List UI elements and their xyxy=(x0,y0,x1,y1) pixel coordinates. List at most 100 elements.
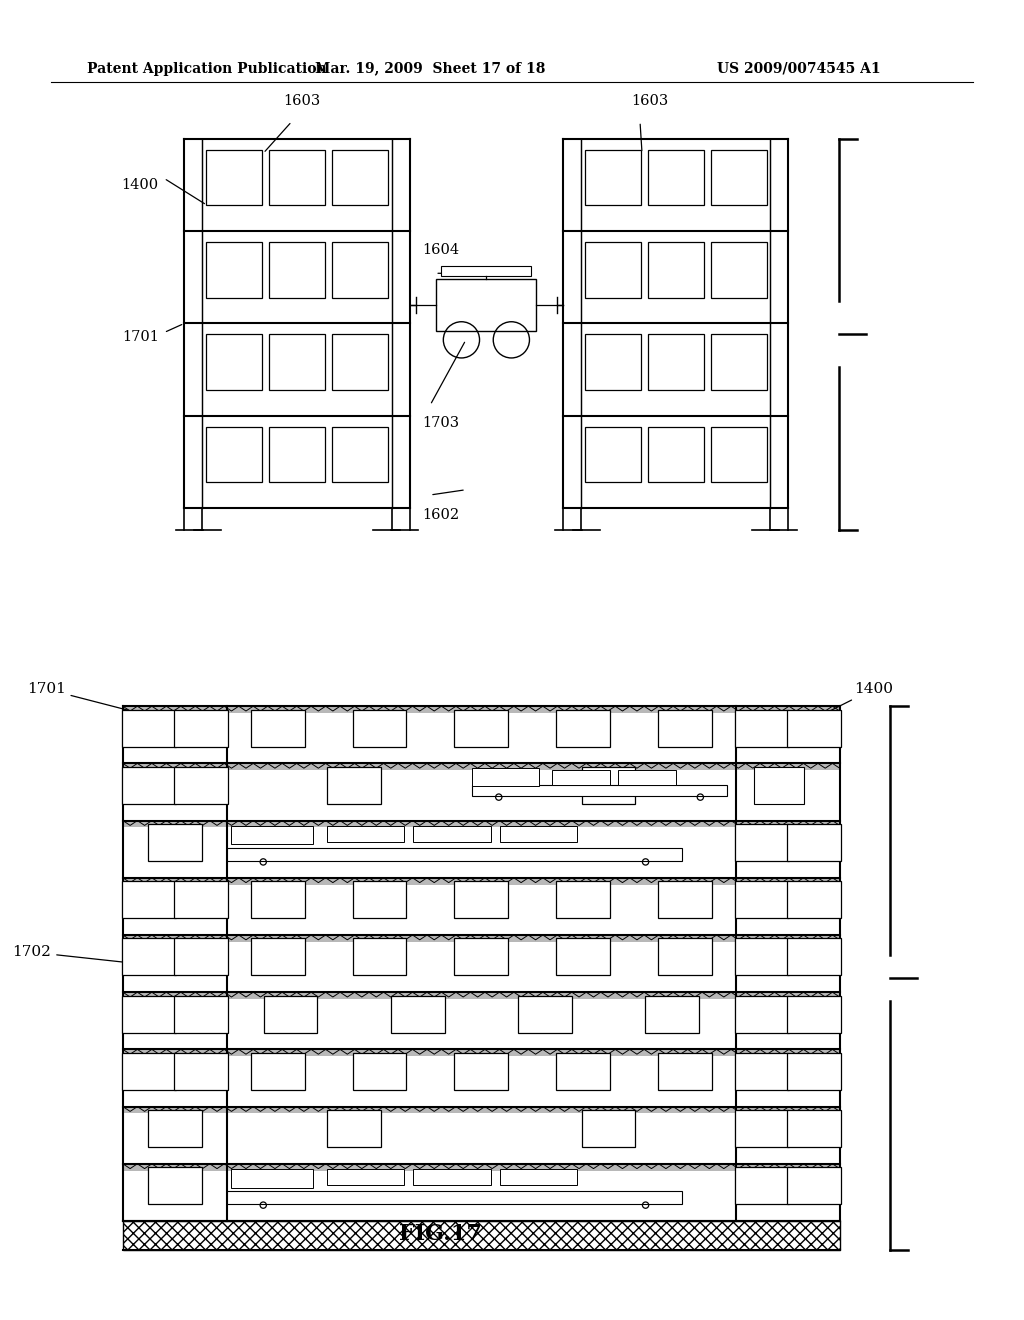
Bar xyxy=(231,826,313,845)
Bar xyxy=(122,995,176,1032)
Bar xyxy=(618,770,677,785)
Bar xyxy=(251,939,304,975)
Bar xyxy=(786,1110,841,1147)
Bar xyxy=(206,334,262,389)
Bar xyxy=(352,939,407,975)
Bar xyxy=(711,334,767,389)
Bar xyxy=(786,1053,841,1090)
Text: Patent Application Publication: Patent Application Publication xyxy=(87,62,327,75)
Bar xyxy=(658,939,712,975)
Text: Mar. 19, 2009  Sheet 17 of 18: Mar. 19, 2009 Sheet 17 of 18 xyxy=(315,62,545,75)
Bar xyxy=(327,826,404,842)
Bar xyxy=(472,768,539,787)
Bar xyxy=(332,149,388,205)
Bar xyxy=(328,1110,381,1147)
Bar xyxy=(123,1049,840,1056)
Bar xyxy=(735,882,788,919)
Bar xyxy=(648,334,703,389)
Bar xyxy=(206,426,262,482)
Text: 1603: 1603 xyxy=(284,94,321,108)
Text: 1400: 1400 xyxy=(122,178,159,191)
Bar xyxy=(332,426,388,482)
Bar xyxy=(786,710,841,747)
Bar xyxy=(585,242,641,297)
Bar xyxy=(786,939,841,975)
Bar xyxy=(658,882,712,919)
Text: 1400: 1400 xyxy=(784,682,893,734)
Bar xyxy=(226,847,682,861)
Bar xyxy=(174,767,227,804)
Bar xyxy=(122,882,176,919)
Bar xyxy=(455,939,508,975)
Bar xyxy=(786,824,841,861)
Bar xyxy=(735,1110,788,1147)
Bar xyxy=(585,149,641,205)
Bar xyxy=(122,1053,176,1090)
Bar xyxy=(585,426,641,482)
Bar xyxy=(472,785,727,796)
Bar xyxy=(269,242,325,297)
Bar xyxy=(226,1191,682,1204)
Bar xyxy=(735,1053,788,1090)
Text: FIG.17: FIG.17 xyxy=(399,1224,481,1245)
Bar xyxy=(147,1110,202,1147)
Bar xyxy=(648,149,703,205)
Bar xyxy=(556,1053,610,1090)
Bar xyxy=(206,149,262,205)
Bar xyxy=(455,710,508,747)
Bar xyxy=(251,882,304,919)
Bar xyxy=(648,426,703,482)
Bar xyxy=(123,1164,840,1171)
Bar xyxy=(436,279,537,331)
Bar xyxy=(585,334,641,389)
Bar xyxy=(123,1106,840,1114)
Bar xyxy=(786,995,841,1032)
Bar xyxy=(658,1053,712,1090)
Bar xyxy=(658,710,712,747)
Bar xyxy=(754,767,804,804)
Bar xyxy=(174,882,227,919)
Bar xyxy=(123,935,840,942)
Bar xyxy=(123,878,840,884)
Bar xyxy=(711,426,767,482)
Bar xyxy=(123,1221,840,1250)
Bar xyxy=(122,767,176,804)
Bar xyxy=(328,767,381,804)
Bar xyxy=(352,882,407,919)
Bar xyxy=(123,821,840,828)
Bar xyxy=(123,993,840,999)
Text: 1701: 1701 xyxy=(27,682,220,734)
Bar xyxy=(332,242,388,297)
Bar xyxy=(441,267,531,276)
Bar xyxy=(786,882,841,919)
Text: 1604: 1604 xyxy=(422,243,459,257)
Text: 1701: 1701 xyxy=(122,330,159,343)
Bar xyxy=(251,1053,304,1090)
Bar xyxy=(455,882,508,919)
Bar xyxy=(518,995,571,1032)
Bar xyxy=(332,334,388,389)
Bar xyxy=(391,995,444,1032)
Bar xyxy=(711,242,767,297)
Bar xyxy=(147,824,202,861)
Bar xyxy=(414,1170,490,1185)
Bar xyxy=(414,826,490,842)
Bar xyxy=(231,1170,313,1188)
Bar xyxy=(552,770,610,785)
Bar xyxy=(645,995,699,1032)
Bar xyxy=(735,710,788,747)
Bar xyxy=(556,939,610,975)
Bar xyxy=(174,995,227,1032)
Bar xyxy=(735,939,788,975)
Bar xyxy=(648,242,703,297)
Bar xyxy=(174,1053,227,1090)
Bar xyxy=(174,939,227,975)
Bar xyxy=(269,334,325,389)
Bar xyxy=(122,710,176,747)
Bar xyxy=(263,995,317,1032)
Bar xyxy=(123,706,840,713)
Bar xyxy=(269,149,325,205)
Bar xyxy=(500,1170,578,1185)
Text: 1702: 1702 xyxy=(12,945,134,964)
Bar xyxy=(735,1167,788,1204)
